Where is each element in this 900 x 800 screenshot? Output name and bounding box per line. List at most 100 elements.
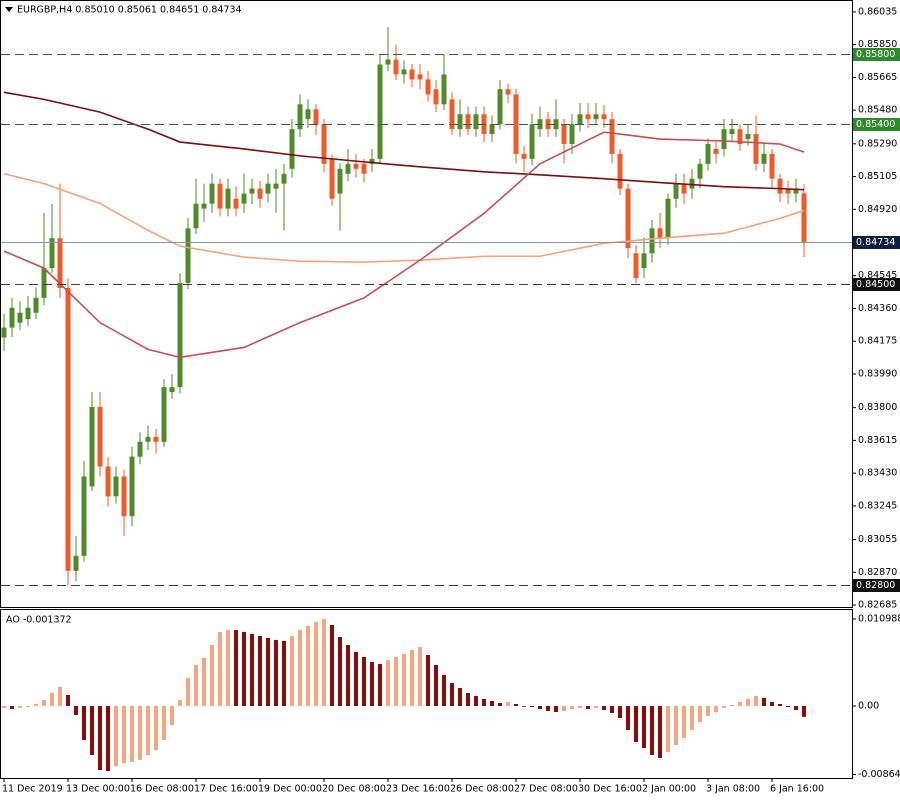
candle-body bbox=[641, 253, 647, 269]
moving-average bbox=[3, 172, 805, 263]
level-label: 0.84500 bbox=[856, 279, 895, 290]
candle-body bbox=[617, 153, 623, 189]
ao-bar bbox=[634, 706, 638, 743]
ao-bar bbox=[674, 706, 678, 746]
y-tick-label: 0.84360 bbox=[858, 303, 897, 314]
candle-body bbox=[65, 287, 71, 571]
candle-body bbox=[489, 124, 495, 135]
candle-body bbox=[209, 183, 215, 204]
candle-body bbox=[337, 168, 343, 194]
x-tick-label: 30 Dec 16:00 bbox=[578, 784, 642, 795]
candle-body bbox=[25, 307, 31, 320]
candle-body bbox=[401, 69, 407, 75]
candle-body bbox=[361, 163, 367, 174]
ao-bar bbox=[122, 706, 126, 764]
ao-bar bbox=[130, 706, 134, 762]
candle-body bbox=[393, 59, 399, 75]
y-tick-label: 0.00 bbox=[858, 701, 879, 712]
candle-body bbox=[329, 158, 335, 199]
ao-bar bbox=[362, 656, 366, 706]
y-tick-label: 0.83990 bbox=[858, 368, 897, 379]
x-tick-label: 19 Dec 00:00 bbox=[258, 784, 322, 795]
candle-body bbox=[377, 64, 383, 159]
candle-body bbox=[185, 228, 191, 283]
y-tick-label: 0.86035 bbox=[858, 6, 897, 17]
candle-body bbox=[233, 198, 239, 209]
ao-bar bbox=[386, 659, 390, 706]
ao-bar bbox=[322, 618, 326, 706]
x-tick-label: 2 Jan 00:00 bbox=[642, 784, 696, 795]
ao-bar bbox=[762, 698, 766, 706]
ao-bar bbox=[650, 706, 654, 756]
candle-body bbox=[593, 114, 599, 120]
ao-bar bbox=[530, 706, 534, 708]
candle-body bbox=[425, 79, 431, 95]
ao-bar bbox=[490, 701, 494, 706]
candle-body bbox=[441, 74, 447, 105]
candle-body bbox=[801, 193, 807, 243]
y-tick-label: 0.84545 bbox=[858, 270, 897, 281]
ao-bar bbox=[210, 645, 214, 706]
ao-bar bbox=[434, 664, 438, 706]
candle-body bbox=[193, 203, 199, 229]
ao-bar bbox=[682, 706, 686, 738]
candle-body bbox=[705, 143, 711, 164]
candle-body bbox=[585, 114, 591, 120]
y-tick-label: 0.83245 bbox=[858, 500, 897, 511]
price-panel bbox=[0, 0, 853, 608]
candle-body bbox=[161, 387, 167, 442]
ao-bar bbox=[370, 661, 374, 706]
x-tick-label: 16 Dec 08:00 bbox=[130, 784, 194, 795]
ao-bar bbox=[114, 706, 118, 767]
ao-bar bbox=[482, 699, 486, 706]
ao-bar bbox=[378, 664, 382, 706]
candle-body bbox=[369, 158, 375, 164]
level-label-bg bbox=[853, 236, 900, 249]
candle-body bbox=[129, 456, 135, 517]
candle-body bbox=[657, 228, 663, 239]
ao-bar bbox=[738, 701, 742, 706]
ao-bar bbox=[266, 637, 270, 706]
ao-bar bbox=[794, 706, 798, 711]
ao-bar bbox=[690, 706, 694, 730]
ao-bar bbox=[474, 696, 478, 706]
candle-body bbox=[113, 476, 119, 497]
candle-body bbox=[777, 178, 783, 194]
candle-body bbox=[761, 153, 767, 164]
candle-body bbox=[721, 129, 727, 149]
candle-body bbox=[601, 114, 607, 120]
ao-bar bbox=[418, 646, 422, 706]
ao-bar bbox=[770, 701, 774, 706]
candle-body bbox=[497, 89, 503, 125]
ao-bar bbox=[658, 706, 662, 759]
ao-bar bbox=[354, 651, 358, 706]
candle-body bbox=[689, 178, 695, 189]
ao-bar bbox=[298, 629, 302, 706]
ao-bar bbox=[802, 706, 806, 717]
menu-triangle[interactable] bbox=[5, 7, 13, 12]
candle-body bbox=[1, 327, 7, 338]
x-tick-label: 17 Dec 16:00 bbox=[194, 784, 258, 795]
ao-bar bbox=[554, 706, 558, 713]
candle-body bbox=[665, 198, 671, 239]
candle-body bbox=[297, 104, 303, 130]
y-tick-label: 0.85290 bbox=[858, 138, 897, 149]
ao-bar bbox=[66, 694, 70, 706]
ao-bar bbox=[194, 664, 198, 706]
ao-bar bbox=[306, 626, 310, 706]
candle-body bbox=[33, 297, 39, 313]
candle-body bbox=[505, 89, 511, 95]
candle-body bbox=[81, 476, 87, 556]
x-tick-label: 6 Jan 16:00 bbox=[770, 784, 824, 795]
ao-bar bbox=[258, 635, 262, 706]
candle-body bbox=[769, 153, 775, 179]
level-label: 0.85400 bbox=[856, 119, 895, 130]
ao-bar bbox=[402, 653, 406, 706]
candle-body bbox=[281, 173, 287, 184]
ao-bar bbox=[98, 706, 102, 770]
ao-bar bbox=[346, 645, 350, 706]
x-tick-label: 23 Dec 16:00 bbox=[386, 784, 450, 795]
level-label-bg bbox=[853, 48, 900, 61]
ao-bar bbox=[186, 677, 190, 706]
